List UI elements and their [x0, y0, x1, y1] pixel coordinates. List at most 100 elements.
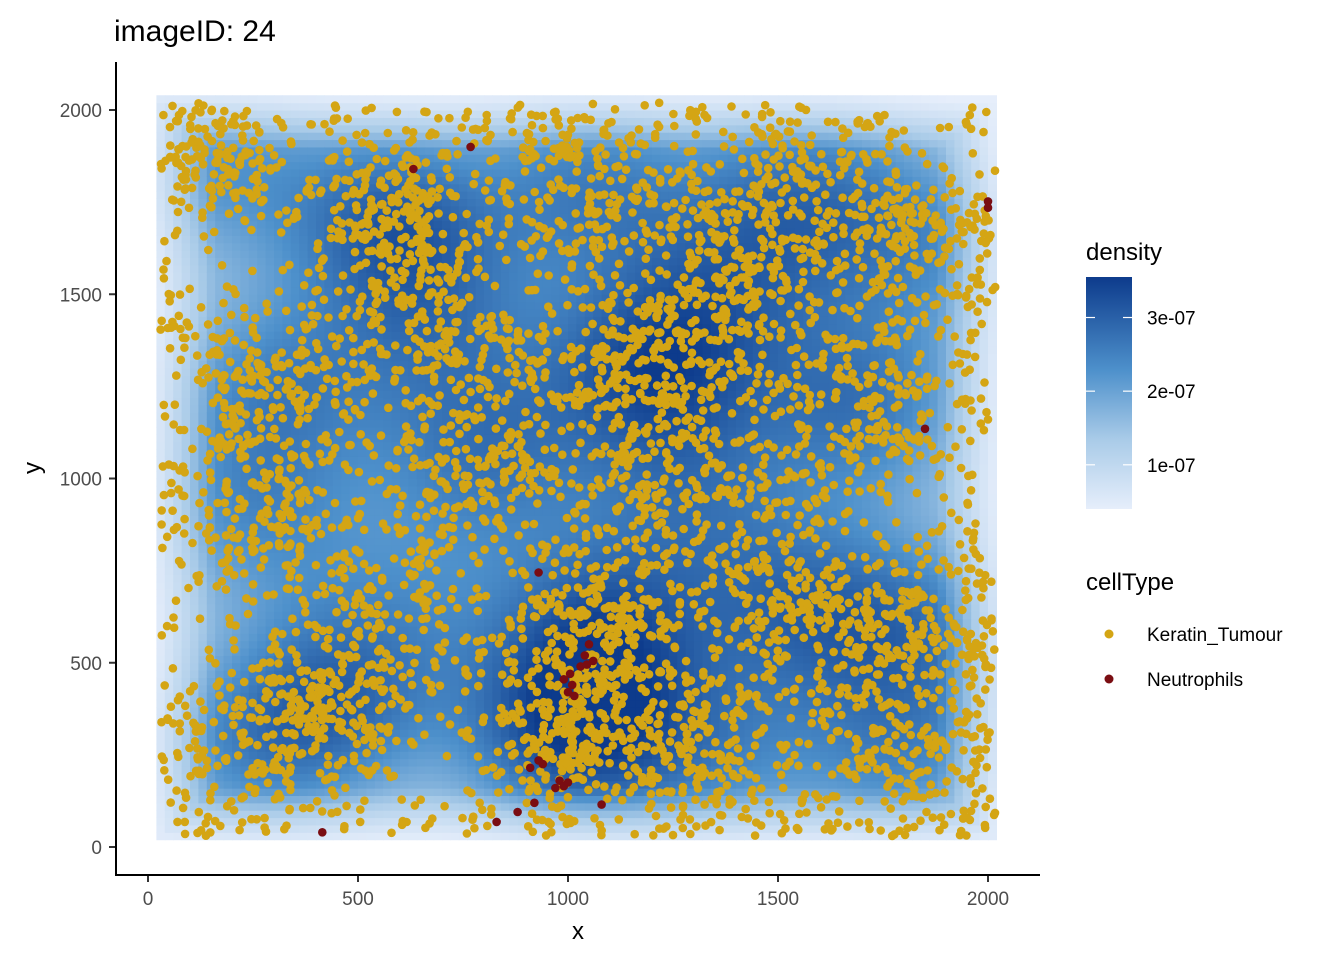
density-cell	[307, 205, 317, 214]
density-cell	[164, 743, 174, 752]
density-cell	[324, 220, 334, 229]
density-cell	[433, 625, 443, 634]
density-cell	[282, 316, 292, 325]
density-cell	[400, 286, 409, 295]
density-cell	[248, 633, 258, 642]
density-cell	[484, 146, 493, 155]
density-cell	[198, 168, 208, 177]
density-cell	[509, 397, 519, 406]
density-cell	[391, 316, 401, 325]
density-cell	[215, 773, 225, 782]
density-cell	[408, 729, 418, 738]
density-cell	[332, 625, 342, 634]
density-cell	[400, 677, 409, 686]
density-cell	[248, 574, 258, 583]
density-cell	[450, 773, 460, 782]
density-cell	[290, 124, 300, 133]
density-cell	[223, 471, 233, 480]
density-cell	[416, 662, 426, 671]
density-cell	[223, 780, 233, 789]
density-cell	[156, 375, 166, 384]
density-cell	[290, 670, 300, 679]
density-cell	[358, 434, 367, 443]
density-cell	[324, 301, 334, 310]
density-cell	[332, 132, 342, 141]
density-cell	[341, 286, 351, 295]
density-cell	[232, 323, 241, 332]
density-cell	[265, 117, 275, 126]
density-cell	[484, 648, 493, 656]
density-cell	[232, 478, 241, 487]
density-cell	[408, 102, 418, 111]
density-cell	[173, 168, 183, 177]
density-cell	[307, 648, 317, 656]
density-cell	[467, 213, 477, 222]
density-cell	[534, 640, 544, 649]
density-cell	[526, 301, 535, 310]
density-cell	[215, 795, 225, 804]
density-cell	[248, 235, 258, 244]
density-cell	[282, 272, 292, 281]
density-cell	[290, 441, 300, 450]
density-cell	[290, 765, 300, 774]
density-cell	[290, 294, 300, 303]
density-cell	[408, 515, 418, 524]
density-cell	[164, 191, 174, 200]
density-cell	[324, 574, 334, 583]
density-cell	[366, 500, 376, 509]
density-cell	[198, 780, 208, 789]
density-cell	[190, 780, 199, 789]
density-cell	[257, 301, 267, 310]
density-cell	[534, 618, 544, 627]
density-cell	[274, 596, 283, 605]
density-cell	[542, 530, 552, 539]
density-cell	[316, 640, 325, 649]
density-cell	[324, 213, 334, 222]
density-cell	[542, 611, 552, 620]
density-cell	[358, 250, 367, 258]
density-cell	[433, 345, 443, 354]
density-cell	[156, 353, 166, 362]
density-cell	[366, 294, 376, 303]
density-cell	[416, 817, 426, 826]
density-cell	[282, 625, 292, 634]
density-cell	[425, 670, 435, 679]
density-cell	[526, 692, 535, 701]
density-cell	[257, 404, 267, 413]
density-cell	[458, 714, 468, 723]
density-cell	[551, 706, 561, 715]
density-cell	[232, 397, 241, 406]
density-cell	[290, 331, 300, 340]
density-cell	[475, 331, 485, 340]
density-cell	[341, 205, 351, 214]
density-cell	[425, 736, 435, 745]
density-cell	[332, 353, 342, 362]
density-cell	[206, 662, 216, 671]
density-cell	[265, 773, 275, 782]
density-cell	[232, 441, 241, 450]
density-cell	[190, 714, 199, 723]
density-cell	[358, 618, 367, 627]
density-cell	[290, 102, 300, 111]
density-cell	[450, 110, 460, 118]
density-cell	[475, 117, 485, 126]
density-cell	[248, 132, 258, 141]
density-cell	[164, 677, 174, 686]
density-cell	[232, 463, 241, 472]
density-cell	[181, 456, 191, 465]
density-cell	[425, 220, 435, 229]
density-cell	[458, 154, 468, 163]
density-cell	[509, 456, 519, 465]
density-cell	[391, 205, 401, 214]
density-cell	[534, 832, 544, 841]
density-cell	[223, 301, 233, 310]
density-cell	[425, 566, 435, 575]
density-cell	[156, 832, 166, 841]
density-cell	[173, 286, 183, 295]
density-cell	[206, 559, 216, 568]
density-cell	[265, 640, 275, 649]
density-cell	[206, 810, 216, 819]
density-cell	[400, 353, 409, 362]
density-cell	[559, 161, 569, 170]
density-cell	[458, 279, 468, 288]
